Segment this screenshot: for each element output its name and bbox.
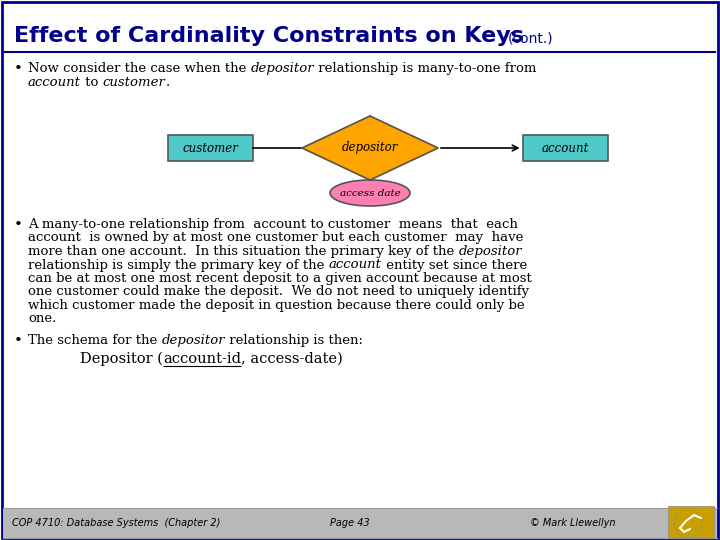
Bar [668,506,714,538]
Text: relationship is simply the primary key of the: relationship is simply the primary key o… [28,259,328,272]
Text: Now consider the case when the: Now consider the case when the [28,62,251,75]
Text: account: account [541,141,589,154]
FancyBboxPatch shape [523,135,608,161]
Text: which customer made the deposit in question because there could only be: which customer made the deposit in quest… [28,299,525,312]
Text: relationship is many-to-one from: relationship is many-to-one from [314,62,536,75]
Text: •: • [14,62,23,76]
Text: Effect of Cardinality Constraints on Keys: Effect of Cardinality Constraints on Key… [14,26,524,46]
Text: depositor: depositor [459,245,522,258]
Bar [3,508,717,538]
Text: account: account [28,76,81,89]
Text: to: to [81,76,103,89]
Text: relationship is then:: relationship is then: [225,334,363,347]
Text: one customer could make the deposit.  We do not need to uniquely identify: one customer could make the deposit. We … [28,286,529,299]
Text: •: • [14,218,23,232]
Text: entity set since there: entity set since there [382,259,527,272]
Text: A many-to-one relationship from  account to customer  means  that  each: A many-to-one relationship from account … [28,218,518,231]
Text: one.: one. [28,313,56,326]
Text: .: . [166,76,170,89]
Text: more than one account.  In this situation the primary key of the: more than one account. In this situation… [28,245,459,258]
Text: Page 43: Page 43 [330,518,370,528]
Text: depositor: depositor [251,62,314,75]
Text: The schema for the: The schema for the [28,334,161,347]
FancyBboxPatch shape [168,135,253,161]
Text: can be at most one most recent deposit to a given account because at most: can be at most one most recent deposit t… [28,272,532,285]
Text: , access-date): , access-date) [241,352,343,366]
Text: depositor: depositor [342,141,398,154]
Text: COP 4710: Database Systems  (Chapter 2): COP 4710: Database Systems (Chapter 2) [12,518,220,528]
Text: customer: customer [103,76,166,89]
Text: access date: access date [340,188,400,198]
Text: customer: customer [182,141,238,154]
Text: Depositor (: Depositor ( [80,352,163,367]
Circle shape [674,509,702,537]
Text: © Mark Llewellyn: © Mark Llewellyn [530,518,616,528]
Text: account-id: account-id [163,352,241,366]
Polygon shape [302,116,438,180]
Ellipse shape [330,180,410,206]
Text: depositor: depositor [161,334,225,347]
Text: account: account [328,259,382,272]
Text: •: • [14,334,23,348]
Text: account  is owned by at most one customer but each customer  may  have: account is owned by at most one customer… [28,232,523,245]
Text: (cont.): (cont.) [508,31,554,45]
